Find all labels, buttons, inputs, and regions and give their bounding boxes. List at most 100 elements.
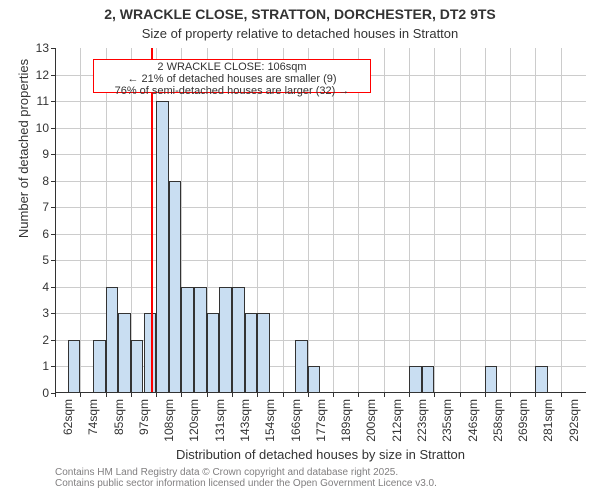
x-tick-label: 246sqm — [466, 399, 480, 459]
x-tick-label: 166sqm — [289, 399, 303, 459]
x-tick-label: 62sqm — [61, 399, 75, 459]
histogram-bar — [181, 287, 194, 393]
gridline-h — [55, 313, 586, 314]
x-tick-label: 258sqm — [491, 399, 505, 459]
annotation-box: 2 WRACKLE CLOSE: 106sqm← 21% of detached… — [93, 59, 371, 94]
x-tick-mark — [333, 393, 334, 397]
x-tick-label: 281sqm — [541, 399, 555, 459]
gridline-v — [460, 48, 461, 393]
x-tick-mark — [485, 393, 486, 397]
x-tick-label: 154sqm — [263, 399, 277, 459]
y-tick-label: 6 — [27, 227, 49, 241]
x-tick-label: 108sqm — [162, 399, 176, 459]
y-tick-label: 2 — [27, 333, 49, 347]
annotation-line-1: 2 WRACKLE CLOSE: 106sqm — [96, 61, 368, 73]
gridline-v — [358, 48, 359, 393]
y-tick-label: 5 — [27, 253, 49, 267]
y-axis-line — [55, 48, 56, 393]
x-tick-label: 292sqm — [567, 399, 581, 459]
gridline-h — [55, 260, 586, 261]
x-tick-mark — [308, 393, 309, 397]
y-tick-label: 13 — [27, 41, 49, 55]
histogram-bar — [131, 340, 144, 393]
y-tick-label: 4 — [27, 280, 49, 294]
page-subtitle: Size of property relative to detached ho… — [0, 26, 600, 41]
x-tick-mark — [232, 393, 233, 397]
gridline-v — [80, 48, 81, 393]
histogram-bar — [422, 366, 435, 393]
x-axis-line — [55, 392, 586, 393]
x-tick-mark — [257, 393, 258, 397]
x-tick-mark — [106, 393, 107, 397]
gridline-h — [55, 287, 586, 288]
x-tick-mark — [510, 393, 511, 397]
gridline-v — [485, 48, 486, 393]
y-tick-label: 3 — [27, 306, 49, 320]
x-tick-label: 269sqm — [516, 399, 530, 459]
x-tick-label: 85sqm — [112, 399, 126, 459]
x-tick-label: 97sqm — [137, 399, 151, 459]
x-tick-label: 189sqm — [339, 399, 353, 459]
x-tick-label: 143sqm — [238, 399, 252, 459]
gridline-v — [409, 48, 410, 393]
gridline-h — [55, 207, 586, 208]
histogram-bar — [535, 366, 548, 393]
x-tick-mark — [358, 393, 359, 397]
gridline-h — [55, 234, 586, 235]
histogram-bar — [194, 287, 207, 393]
x-tick-label: 223sqm — [415, 399, 429, 459]
histogram-bar — [118, 313, 131, 393]
gridline-v — [308, 48, 309, 393]
y-tick-label: 12 — [27, 68, 49, 82]
gridline-v — [535, 48, 536, 393]
histogram-bar — [485, 366, 498, 393]
x-tick-mark — [283, 393, 284, 397]
histogram-bar — [93, 340, 106, 393]
y-tick-label: 9 — [27, 147, 49, 161]
histogram-bar — [106, 287, 119, 393]
x-tick-label: 120sqm — [187, 399, 201, 459]
y-tick-label: 0 — [27, 386, 49, 400]
x-tick-label: 212sqm — [390, 399, 404, 459]
gridline-v — [283, 48, 284, 393]
gridline-v — [384, 48, 385, 393]
footnote: Contains HM Land Registry data © Crown c… — [55, 467, 586, 489]
y-tick-label: 1 — [27, 359, 49, 373]
annotation-line-3: 76% of semi-detached houses are larger (… — [96, 85, 368, 97]
gridline-v — [561, 48, 562, 393]
annotation-line-2: ← 21% of detached houses are smaller (9) — [96, 73, 368, 85]
y-tick-label: 7 — [27, 200, 49, 214]
histogram-bar — [219, 287, 232, 393]
x-tick-mark — [131, 393, 132, 397]
histogram-bar — [68, 340, 81, 393]
histogram-bar — [257, 313, 270, 393]
gridline-h — [55, 101, 586, 102]
x-tick-mark — [384, 393, 385, 397]
x-tick-label: 200sqm — [364, 399, 378, 459]
footnote-line-1: Contains HM Land Registry data © Crown c… — [55, 467, 586, 478]
gridline-v — [333, 48, 334, 393]
x-tick-mark — [460, 393, 461, 397]
x-tick-label: 131sqm — [213, 399, 227, 459]
gridline-v — [434, 48, 435, 393]
x-tick-label: 235sqm — [440, 399, 454, 459]
histogram-bar — [144, 313, 157, 393]
y-tick-label: 10 — [27, 121, 49, 135]
x-tick-mark — [80, 393, 81, 397]
x-tick-mark — [207, 393, 208, 397]
footnote-line-2: Contains public sector information licen… — [55, 478, 586, 489]
gridline-v — [510, 48, 511, 393]
histogram-bar — [409, 366, 422, 393]
histogram-bar — [308, 366, 321, 393]
x-tick-label: 177sqm — [314, 399, 328, 459]
x-tick-mark — [156, 393, 157, 397]
histogram-chart: 01234567891011121362sqm74sqm85sqm97sqm10… — [55, 48, 586, 393]
x-tick-mark — [181, 393, 182, 397]
histogram-bar — [232, 287, 245, 393]
y-tick-label: 8 — [27, 174, 49, 188]
gridline-h — [55, 128, 586, 129]
gridline-h — [55, 181, 586, 182]
x-tick-mark — [535, 393, 536, 397]
y-tick-label: 11 — [27, 94, 49, 108]
gridline-h — [55, 154, 586, 155]
